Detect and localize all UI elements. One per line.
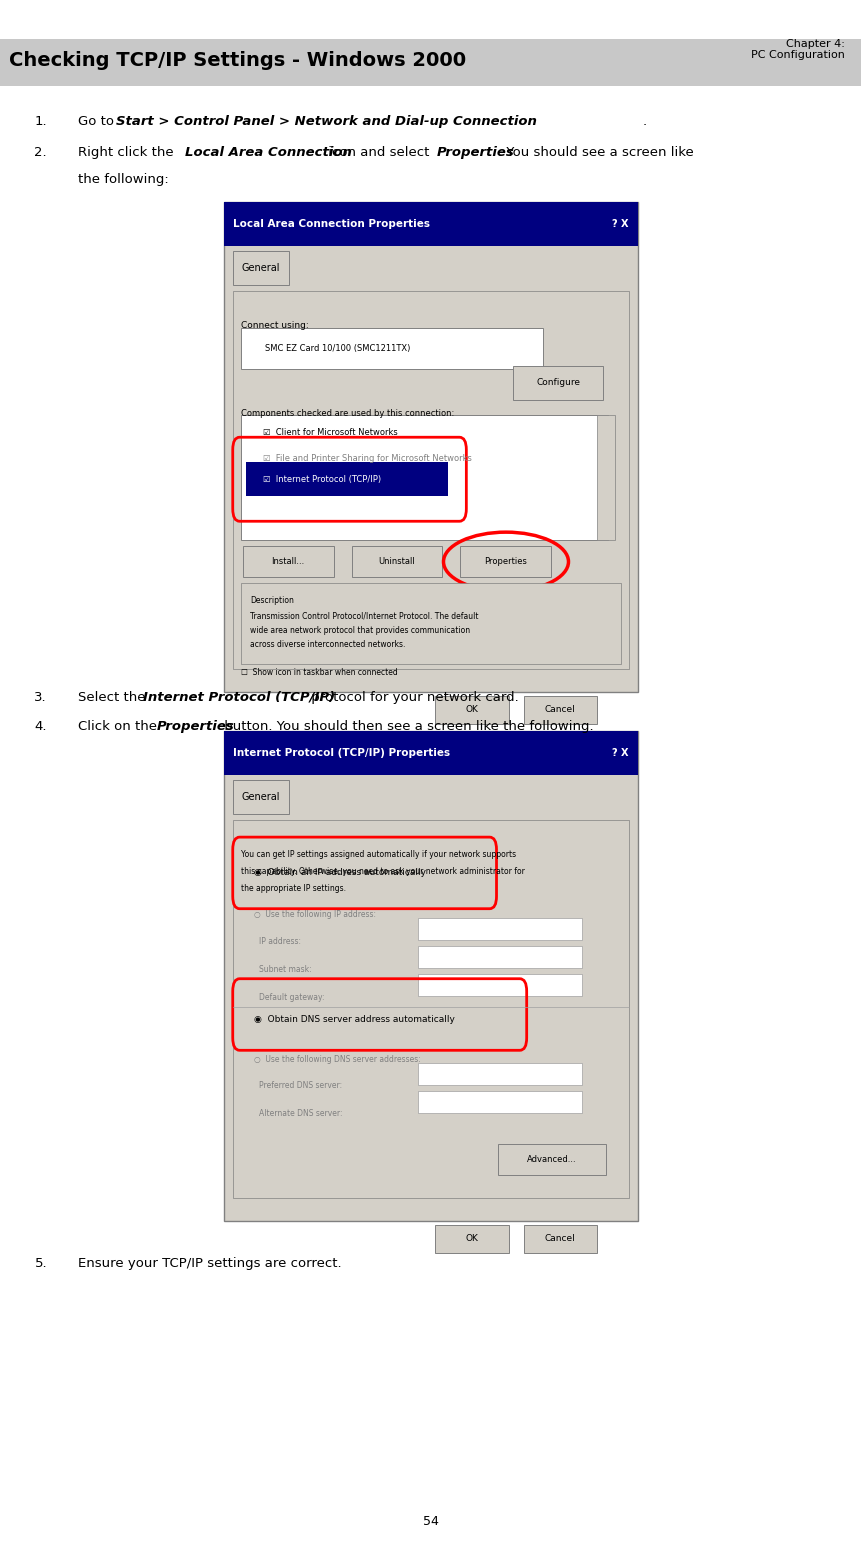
FancyBboxPatch shape (418, 1091, 581, 1113)
Text: Uninstall: Uninstall (378, 557, 414, 566)
Text: Properties: Properties (157, 720, 234, 733)
Text: 1.: 1. (34, 115, 47, 128)
Text: button. You should then see a screen like the following.: button. You should then see a screen lik… (220, 720, 592, 733)
FancyBboxPatch shape (241, 415, 607, 540)
FancyBboxPatch shape (596, 415, 615, 540)
FancyBboxPatch shape (418, 946, 581, 968)
FancyBboxPatch shape (224, 202, 637, 692)
FancyBboxPatch shape (241, 856, 607, 890)
Text: Internet Protocol (TCP/IP): Internet Protocol (TCP/IP) (143, 691, 335, 703)
Text: Default gateway:: Default gateway: (258, 993, 324, 1002)
FancyBboxPatch shape (418, 974, 581, 996)
Text: Subnet mask:: Subnet mask: (258, 965, 311, 974)
Text: SMC EZ Card 10/100 (SMC1211TX): SMC EZ Card 10/100 (SMC1211TX) (265, 344, 411, 353)
FancyBboxPatch shape (241, 584, 620, 664)
Text: Chapter 4:
PC Configuration: Chapter 4: PC Configuration (750, 39, 844, 61)
FancyBboxPatch shape (460, 546, 550, 577)
Text: 54: 54 (423, 1516, 438, 1528)
Text: ◉  Obtain DNS server address automatically: ◉ Obtain DNS server address automaticall… (254, 1015, 455, 1024)
Text: ? X: ? X (611, 219, 628, 229)
Text: 2.: 2. (34, 146, 47, 159)
FancyBboxPatch shape (232, 780, 288, 814)
Text: Select the: Select the (77, 691, 149, 703)
Text: 3.: 3. (34, 691, 47, 703)
Text: Install...: Install... (271, 557, 304, 566)
Text: Description: Description (250, 596, 294, 605)
FancyBboxPatch shape (351, 546, 442, 577)
Text: General: General (242, 263, 280, 272)
Text: ☑  Internet Protocol (TCP/IP): ☑ Internet Protocol (TCP/IP) (263, 475, 381, 484)
Text: Local Area Connection: Local Area Connection (185, 146, 352, 159)
Text: this capability. Otherwise, you need to ask your network administrator for: this capability. Otherwise, you need to … (241, 867, 524, 876)
Text: ○  Use the following IP address:: ○ Use the following IP address: (254, 910, 376, 920)
Text: Properties: Properties (437, 146, 514, 159)
Text: Transmission Control Protocol/Internet Protocol. The default: Transmission Control Protocol/Internet P… (250, 612, 478, 621)
Text: OK: OK (465, 705, 477, 714)
Text: Go to: Go to (77, 115, 118, 128)
Text: ☑  File and Printer Sharing for Microsoft Networks: ☑ File and Printer Sharing for Microsoft… (263, 454, 471, 464)
Text: ◉  Obtain an IP address automatically: ◉ Obtain an IP address automatically (254, 868, 426, 878)
FancyBboxPatch shape (243, 546, 333, 577)
Text: Click on the: Click on the (77, 720, 161, 733)
Text: Preferred DNS server:: Preferred DNS server: (258, 1081, 341, 1091)
Text: across diverse interconnected networks.: across diverse interconnected networks. (250, 640, 405, 649)
FancyBboxPatch shape (224, 202, 637, 246)
FancyBboxPatch shape (523, 696, 597, 724)
Text: Internet Protocol (TCP/IP) Properties: Internet Protocol (TCP/IP) Properties (232, 748, 449, 758)
Text: OK: OK (465, 1234, 477, 1243)
Text: Components checked are used by this connection:: Components checked are used by this conn… (241, 409, 454, 419)
Text: Ensure your TCP/IP settings are correct.: Ensure your TCP/IP settings are correct. (77, 1257, 341, 1270)
FancyBboxPatch shape (435, 696, 508, 724)
Text: the appropriate IP settings.: the appropriate IP settings. (241, 884, 346, 893)
Text: Checking TCP/IP Settings - Windows 2000: Checking TCP/IP Settings - Windows 2000 (9, 51, 465, 70)
Text: General: General (242, 792, 280, 801)
Text: Advanced...: Advanced... (526, 1155, 576, 1164)
FancyBboxPatch shape (232, 820, 629, 1198)
Text: IP address:: IP address: (258, 937, 300, 946)
FancyBboxPatch shape (498, 1144, 605, 1175)
FancyBboxPatch shape (232, 291, 629, 669)
Text: 5.: 5. (34, 1257, 47, 1270)
Text: ☑  Client for Microsoft Networks: ☑ Client for Microsoft Networks (263, 428, 397, 437)
FancyBboxPatch shape (418, 918, 581, 940)
Text: ? X: ? X (611, 748, 628, 758)
FancyBboxPatch shape (224, 731, 637, 775)
Text: protocol for your network card.: protocol for your network card. (307, 691, 518, 703)
FancyBboxPatch shape (224, 731, 637, 1221)
FancyBboxPatch shape (523, 1225, 597, 1253)
FancyBboxPatch shape (245, 462, 448, 496)
Text: Local Area Connection Properties: Local Area Connection Properties (232, 219, 430, 229)
Text: Cancel: Cancel (544, 705, 575, 714)
Text: ☐  Show icon in taskbar when connected: ☐ Show icon in taskbar when connected (241, 668, 398, 677)
Text: Start > Control Panel > Network and Dial-up Connection: Start > Control Panel > Network and Dial… (116, 115, 536, 128)
FancyBboxPatch shape (418, 1063, 581, 1085)
FancyBboxPatch shape (241, 328, 542, 369)
Text: icon and select: icon and select (324, 146, 433, 159)
Text: 4.: 4. (34, 720, 47, 733)
Text: .: . (641, 115, 646, 128)
Text: Configure: Configure (536, 378, 580, 387)
Text: Right click the: Right click the (77, 146, 177, 159)
Text: Alternate DNS server:: Alternate DNS server: (258, 1109, 342, 1119)
Text: . You should see a screen like: . You should see a screen like (498, 146, 693, 159)
Text: Cancel: Cancel (544, 1234, 575, 1243)
Text: ○  Use the following DNS server addresses:: ○ Use the following DNS server addresses… (254, 1055, 420, 1064)
Text: the following:: the following: (77, 173, 168, 185)
FancyBboxPatch shape (232, 251, 288, 285)
FancyBboxPatch shape (512, 366, 603, 400)
FancyBboxPatch shape (435, 1225, 508, 1253)
FancyBboxPatch shape (0, 39, 861, 86)
Text: Connect using:: Connect using: (241, 321, 309, 330)
Text: You can get IP settings assigned automatically if your network supports: You can get IP settings assigned automat… (241, 850, 516, 859)
Text: wide area network protocol that provides communication: wide area network protocol that provides… (250, 626, 469, 635)
Text: Properties: Properties (483, 557, 526, 566)
